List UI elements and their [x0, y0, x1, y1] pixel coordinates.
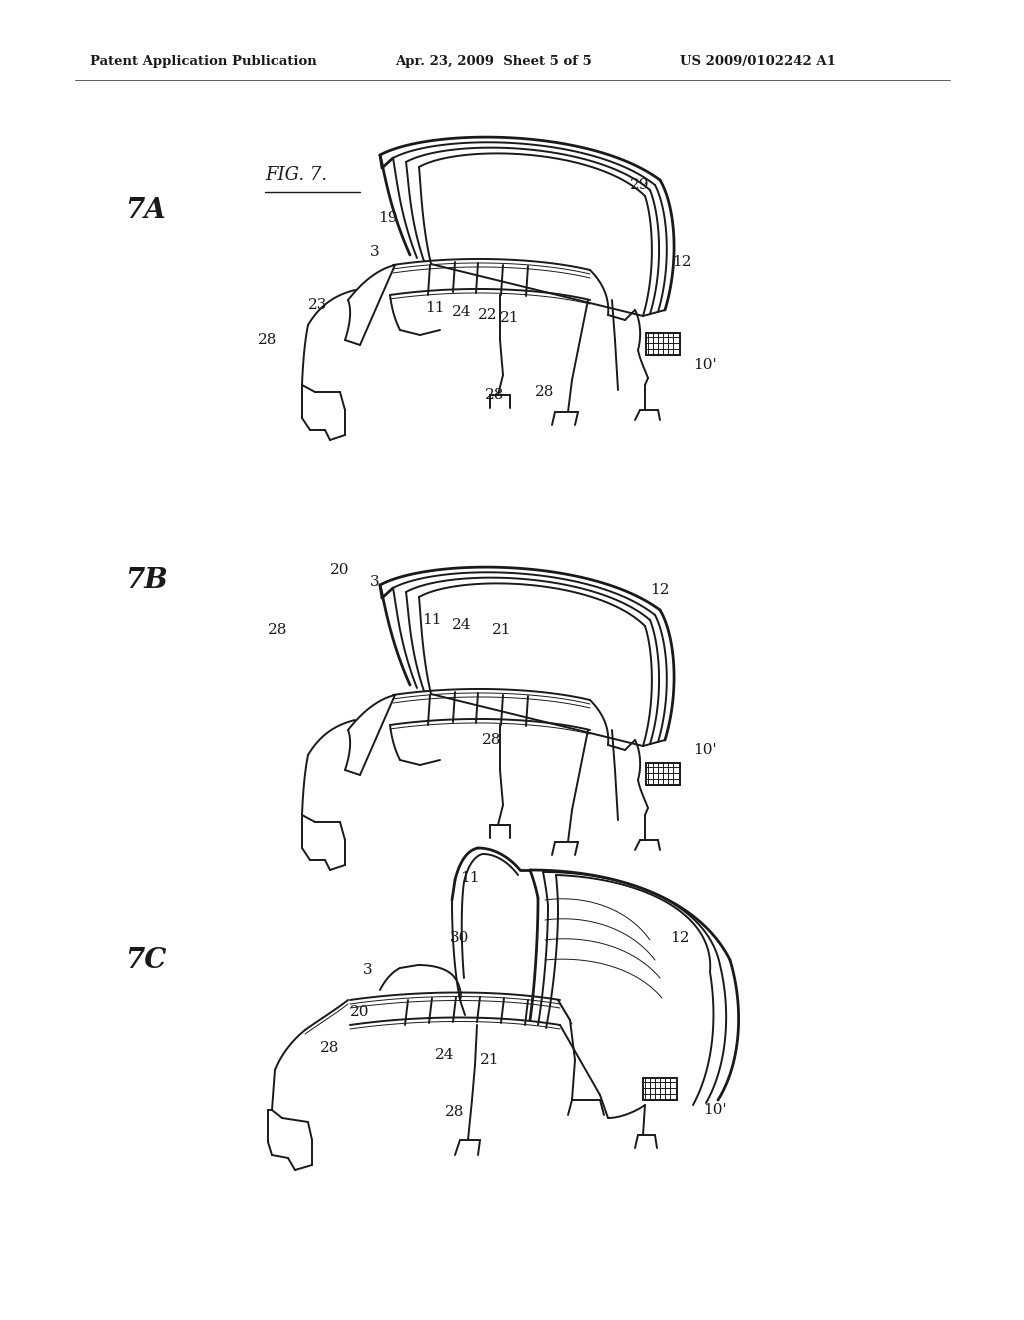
- Text: US 2009/0102242 A1: US 2009/0102242 A1: [680, 55, 836, 69]
- Text: 3: 3: [371, 246, 380, 259]
- Text: 24: 24: [453, 305, 472, 319]
- Text: 12: 12: [672, 255, 692, 269]
- Text: 24: 24: [435, 1048, 455, 1063]
- Text: 28: 28: [445, 1105, 465, 1119]
- Text: Apr. 23, 2009  Sheet 5 of 5: Apr. 23, 2009 Sheet 5 of 5: [395, 55, 592, 69]
- Text: 21: 21: [493, 623, 512, 638]
- Text: 28: 28: [268, 623, 288, 638]
- Text: 11: 11: [460, 871, 480, 884]
- Text: 12: 12: [650, 583, 670, 597]
- Text: 19: 19: [378, 211, 397, 224]
- Text: 10': 10': [693, 358, 717, 372]
- Text: 20: 20: [331, 564, 350, 577]
- Text: 10': 10': [703, 1104, 727, 1117]
- Text: 28: 28: [258, 333, 278, 347]
- Text: 28: 28: [536, 385, 555, 399]
- Text: 22: 22: [478, 308, 498, 322]
- Text: 11: 11: [425, 301, 444, 315]
- Text: 24: 24: [453, 618, 472, 632]
- Text: 28: 28: [321, 1041, 340, 1055]
- Text: FIG. 7.: FIG. 7.: [265, 166, 327, 183]
- Text: 21: 21: [480, 1053, 500, 1067]
- Text: 29: 29: [630, 178, 650, 191]
- Text: 10': 10': [693, 743, 717, 756]
- Text: 20: 20: [350, 1005, 370, 1019]
- Text: 30: 30: [451, 931, 470, 945]
- Text: 23: 23: [308, 298, 328, 312]
- Text: 28: 28: [485, 388, 505, 403]
- Text: 28: 28: [482, 733, 502, 747]
- Text: 12: 12: [671, 931, 690, 945]
- Text: 21: 21: [501, 312, 520, 325]
- Text: 7C: 7C: [125, 946, 166, 974]
- Text: Patent Application Publication: Patent Application Publication: [90, 55, 316, 69]
- Text: 7A: 7A: [125, 197, 166, 223]
- Text: 3: 3: [371, 576, 380, 589]
- Text: 7B: 7B: [125, 566, 168, 594]
- Text: 11: 11: [422, 612, 441, 627]
- Text: 3: 3: [364, 964, 373, 977]
